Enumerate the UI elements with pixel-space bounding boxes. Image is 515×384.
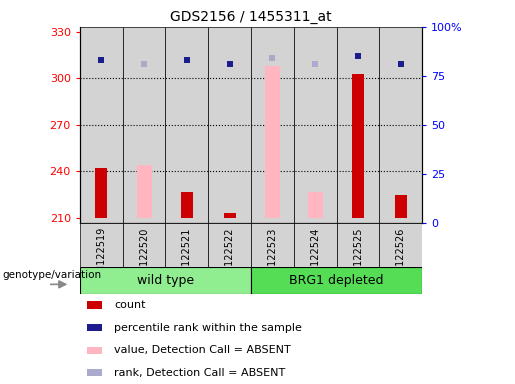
Bar <box>308 192 323 218</box>
Bar <box>395 195 407 218</box>
Text: GSM122520: GSM122520 <box>139 227 149 286</box>
Bar <box>251 223 294 267</box>
Bar <box>80 27 123 223</box>
Bar <box>95 168 107 218</box>
Bar <box>80 267 251 294</box>
Bar <box>123 27 165 223</box>
Bar <box>337 27 380 223</box>
Bar <box>337 223 380 267</box>
Bar <box>208 27 251 223</box>
Text: value, Detection Call = ABSENT: value, Detection Call = ABSENT <box>114 345 291 355</box>
Bar <box>294 27 337 223</box>
Text: GSM122521: GSM122521 <box>182 227 192 286</box>
Title: GDS2156 / 1455311_at: GDS2156 / 1455311_at <box>170 10 332 25</box>
Bar <box>80 223 123 267</box>
Bar <box>165 27 208 223</box>
Bar <box>294 223 337 267</box>
Text: percentile rank within the sample: percentile rank within the sample <box>114 323 302 333</box>
Text: wild type: wild type <box>137 274 194 287</box>
Bar <box>224 214 236 218</box>
Bar <box>251 267 422 294</box>
Bar <box>165 223 208 267</box>
Bar <box>380 27 422 223</box>
Bar <box>251 27 294 223</box>
Bar <box>87 324 102 331</box>
Bar <box>136 165 151 218</box>
Text: GSM122524: GSM122524 <box>310 227 320 286</box>
Text: GSM122519: GSM122519 <box>96 227 106 286</box>
Text: BRG1 depleted: BRG1 depleted <box>289 274 384 287</box>
Text: GSM122523: GSM122523 <box>267 227 278 286</box>
Text: count: count <box>114 300 146 310</box>
Bar <box>87 346 102 354</box>
Text: GSM122526: GSM122526 <box>396 227 406 286</box>
Bar <box>87 369 102 376</box>
Bar <box>123 223 165 267</box>
Text: GSM122525: GSM122525 <box>353 227 363 286</box>
Bar <box>352 73 364 218</box>
Bar <box>181 192 193 218</box>
Text: genotype/variation: genotype/variation <box>3 270 101 280</box>
Bar <box>265 66 280 218</box>
Text: rank, Detection Call = ABSENT: rank, Detection Call = ABSENT <box>114 368 285 378</box>
Text: GSM122522: GSM122522 <box>225 227 235 286</box>
Bar <box>208 223 251 267</box>
Bar <box>87 301 102 309</box>
Bar <box>380 223 422 267</box>
